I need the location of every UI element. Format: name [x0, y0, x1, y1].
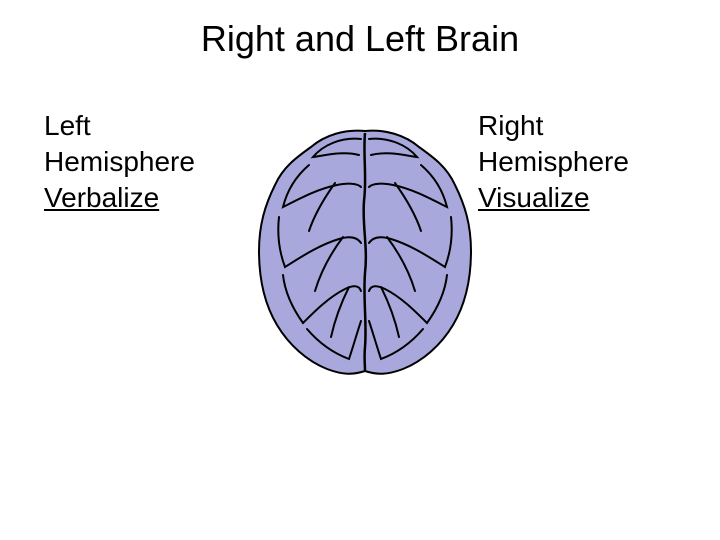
left-line2: Hemisphere	[44, 144, 264, 180]
right-hemisphere-block: Right Hemisphere Visualize	[478, 108, 698, 215]
slide: Right and Left Brain Left Hemisphere Ver…	[0, 0, 720, 540]
brain-icon	[249, 125, 481, 377]
left-line1: Left	[44, 108, 264, 144]
right-line1: Right	[478, 108, 698, 144]
left-hemisphere-block: Left Hemisphere Verbalize	[44, 108, 264, 215]
page-title: Right and Left Brain	[0, 18, 720, 60]
right-line2: Hemisphere	[478, 144, 698, 180]
right-line3: Visualize	[478, 180, 698, 216]
left-line3: Verbalize	[44, 180, 264, 216]
